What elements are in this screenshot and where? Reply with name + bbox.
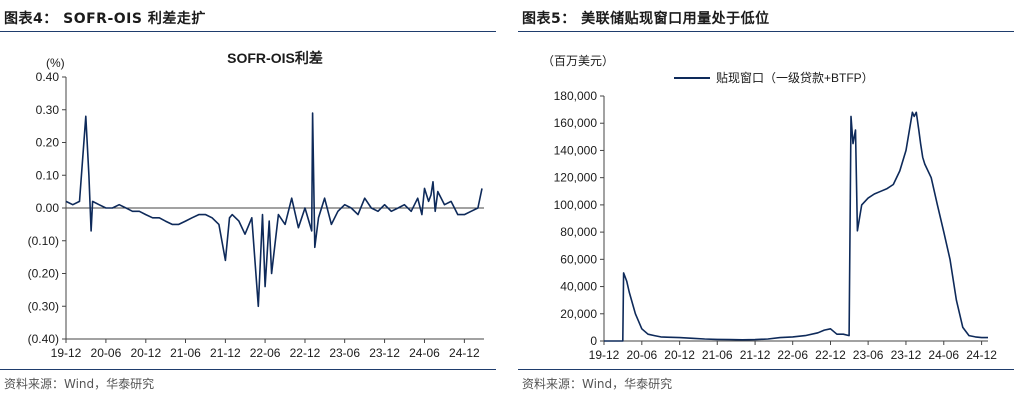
chart-title: SOFR-OIS利差 [227, 50, 323, 66]
x-tick-label: 23-06 [329, 346, 360, 360]
bottom-rule [0, 369, 496, 370]
discount-window-chart: 180,000 160,000 140,000 120,000 100,000 80,00… [542, 54, 997, 362]
y-tick-label: 180,000 [554, 89, 598, 103]
sofr-ois-spread-chart: 0.40 0.30 0.20 0.10 0.00 (0.10) (0.20) (0.30) (0… [28, 50, 484, 360]
y-tick-label: (0.30) [28, 299, 59, 313]
y-tick-label: 0.40 [36, 70, 60, 84]
x-tick-label: 22-06 [777, 348, 808, 362]
y-tick-label: 0.20 [36, 136, 60, 150]
series-line [604, 111, 988, 342]
figure-5-source: 资料来源：Wind，华泰研究 [522, 377, 673, 391]
figure-4-title: 图表4： SOFR-OIS 利差走扩 [4, 11, 206, 27]
top-rule [0, 31, 496, 32]
unit-label: (%) [46, 56, 65, 70]
x-tick-label: 24-06 [409, 346, 440, 360]
top-rule [518, 31, 1014, 32]
x-tick-label: 24-12 [966, 348, 997, 362]
legend-label: 贴现窗口（一级贷款+BTFP） [716, 71, 874, 85]
x-tick-label: 23-12 [369, 346, 400, 360]
y-tick-label: 140,000 [554, 143, 598, 157]
x-tick-label: 24-06 [928, 348, 959, 362]
x-tick-label: 23-12 [891, 348, 922, 362]
y-tick-label: 20,000 [560, 307, 597, 321]
x-tick-label: 21-06 [170, 346, 201, 360]
y-tick-label: 80,000 [560, 225, 597, 239]
x-tick-label: 19-12 [51, 346, 82, 360]
y-tick-label: 60,000 [560, 252, 597, 266]
y-tick-label: 40,000 [560, 280, 597, 294]
y-tick-label: (0.10) [28, 234, 59, 248]
x-tick-label: 22-06 [250, 346, 281, 360]
x-tick-label: 21-12 [740, 348, 771, 362]
x-tick-label: 21-12 [210, 346, 241, 360]
series-line [65, 112, 483, 308]
x-tick-label: 22-12 [815, 348, 846, 362]
x-tick-label: 19-12 [589, 348, 620, 362]
x-tick-label: 22-12 [290, 346, 321, 360]
x-tick-label: 21-06 [702, 348, 733, 362]
x-tick-label: 20-06 [91, 346, 122, 360]
y-tick-label: 0 [590, 334, 597, 348]
y-tick-label: 0.30 [36, 103, 60, 117]
x-tick-label: 24-12 [449, 346, 480, 360]
left-figure-panel: 图表4： SOFR-OIS 利差走扩 0.40 0.30 0.20 0.10 0.00 (… [0, 0, 500, 401]
y-tick-label: 0.10 [36, 168, 60, 182]
bottom-rule [518, 369, 1014, 370]
figure-4-source: 资料来源：Wind，华泰研究 [4, 377, 155, 391]
y-tick-label: (0.20) [28, 267, 59, 281]
x-tick-label: 20-12 [130, 346, 161, 360]
y-tick-label: 100,000 [554, 198, 598, 212]
x-tick-label: 23-06 [853, 348, 884, 362]
x-tick-label: 20-12 [664, 348, 695, 362]
y-tick-label: 120,000 [554, 171, 598, 185]
x-tick-label: 20-06 [626, 348, 657, 362]
unit-label: （百万美元） [542, 54, 614, 68]
y-tick-label: 160,000 [554, 116, 598, 130]
y-tick-label: 0.00 [36, 201, 60, 215]
y-tick-label: (0.40) [28, 332, 59, 346]
right-figure-panel: 图表5： 美联储贴现窗口用量处于低位 180,000 160,000 140,000… [518, 0, 1018, 401]
figure-5-title: 图表5： 美联储贴现窗口用量处于低位 [522, 11, 770, 27]
